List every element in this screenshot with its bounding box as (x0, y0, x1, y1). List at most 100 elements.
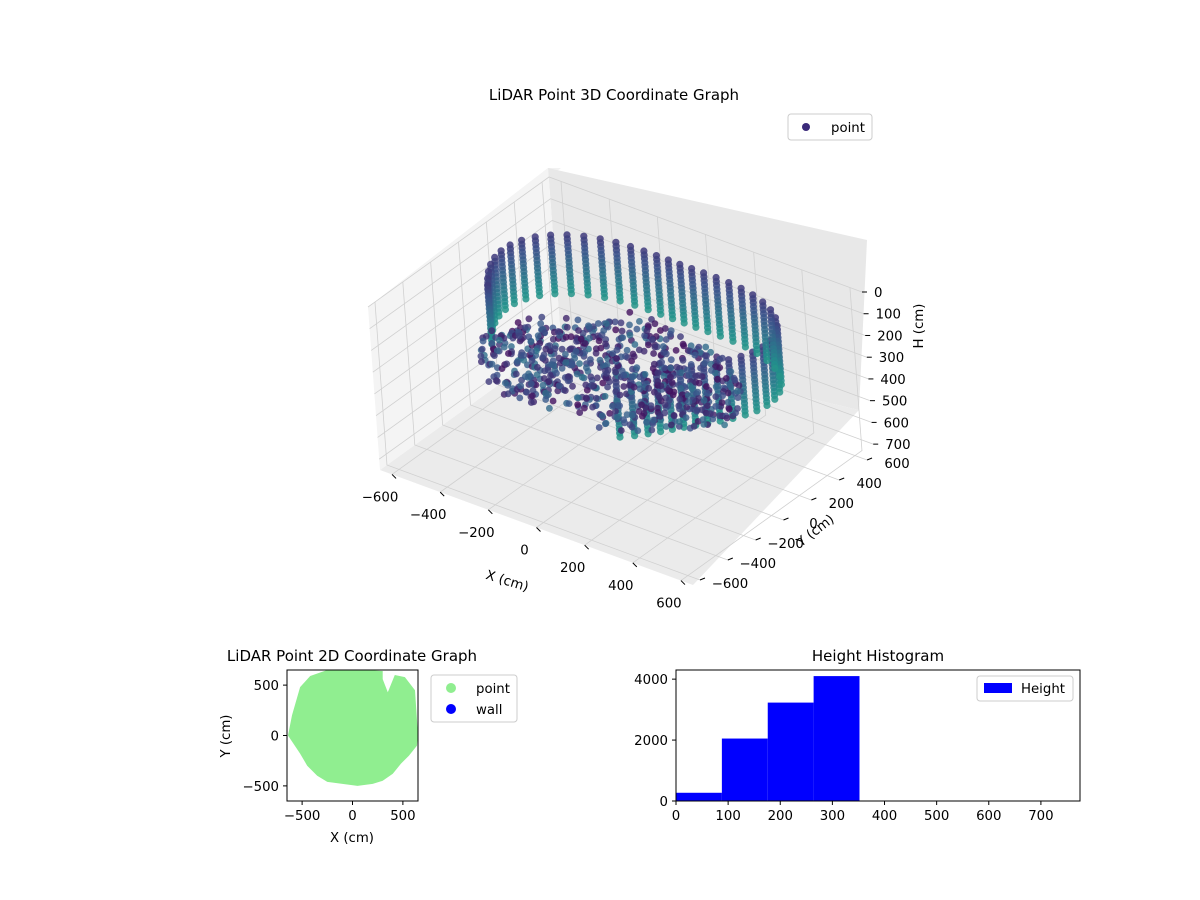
point-3d (534, 332, 542, 339)
point-3d (510, 300, 518, 308)
point-3d (512, 370, 520, 378)
point-3d (679, 356, 687, 364)
point-3d (528, 348, 535, 356)
y-tick-label-3d: −600 (712, 577, 749, 592)
legend-histogram-frame (976, 675, 1074, 702)
point-3d (776, 388, 784, 396)
point-3d (616, 297, 624, 305)
point-3d (529, 387, 537, 395)
legend-histogram-swatch (984, 683, 1012, 693)
point-3d (620, 383, 628, 390)
point-3d (508, 343, 515, 350)
point-3d (613, 413, 621, 421)
point-3d (576, 360, 583, 367)
point-3d (726, 405, 733, 413)
point-3d (569, 382, 576, 390)
x-tick-3d (487, 509, 493, 515)
point-3d (677, 333, 684, 340)
x-tick-label-histogram: 700 (1028, 809, 1053, 824)
x-tick-3d (391, 474, 397, 479)
point-3d (561, 387, 569, 394)
histogram-bars (676, 676, 860, 801)
point-3d (601, 293, 609, 302)
point-3d (616, 391, 624, 399)
histogram-bar (721, 738, 768, 801)
legend-histogram-label: Height (1021, 682, 1065, 697)
point-3d (582, 381, 590, 389)
point-3d (668, 379, 676, 386)
point-3d (694, 406, 701, 414)
point-3d (626, 331, 634, 339)
point-3d (578, 373, 586, 381)
y-tick-3d (755, 537, 761, 541)
point-3d (647, 402, 655, 410)
point-3d (527, 380, 535, 388)
point-3d (587, 373, 595, 381)
histogram-bar (676, 792, 722, 801)
z-tick-label-3d: 400 (880, 373, 905, 388)
point-3d (763, 357, 771, 365)
point-3d (478, 358, 485, 366)
x-tick-label-3d: −200 (458, 526, 495, 541)
point-3d (643, 418, 650, 426)
point-3d (488, 340, 496, 347)
point-3d (555, 382, 563, 390)
point-3d (547, 372, 554, 379)
point-3d (479, 337, 487, 345)
point-3d (521, 324, 529, 332)
point-3d (614, 402, 622, 409)
point-3d (514, 319, 522, 326)
point-3d (500, 343, 508, 351)
point-3d (542, 345, 550, 353)
chart-2d-title: LiDAR Point 2D Coordinate Graph (227, 647, 477, 665)
point-3d (617, 427, 625, 434)
x-tick-label-2d: 500 (390, 809, 415, 824)
point-3d (602, 320, 610, 327)
point-3d (517, 382, 525, 390)
x-tick-3d (632, 562, 638, 568)
point-3d (719, 392, 726, 400)
point-3d (650, 360, 658, 368)
point-3d (730, 374, 738, 382)
point-3d (635, 346, 643, 354)
y-tick-label-2d: 500 (254, 679, 279, 694)
y-tick-label-2d: −500 (242, 780, 279, 795)
point-3d (498, 365, 506, 372)
point-3d (676, 418, 683, 425)
legend-3d-label: point (831, 121, 865, 136)
point-3d (734, 387, 741, 395)
point-3d (612, 326, 620, 334)
point-3d (619, 334, 627, 341)
point-3d (636, 385, 644, 393)
point-3d (576, 409, 584, 416)
point-3d (538, 313, 546, 321)
point-3d (581, 340, 589, 347)
y-tick-label-histogram: 0 (660, 795, 668, 810)
point-3d (558, 364, 566, 372)
point-3d (521, 373, 529, 380)
point-3d (657, 428, 665, 436)
point-3d (676, 405, 683, 413)
point-3d (477, 352, 485, 360)
point-3d (609, 402, 616, 410)
x-tick-label-2d: −500 (284, 809, 321, 824)
y-tick-label-3d: −400 (740, 557, 777, 572)
point-3d (478, 345, 486, 353)
point-3d (581, 404, 588, 412)
point-3d (603, 370, 610, 377)
point-3d (583, 364, 590, 372)
ticks-3d: −600−400−2000200400600−600−400−200020040… (362, 286, 911, 612)
point-3d (648, 426, 656, 434)
point-3d (718, 399, 726, 406)
x-axis-label-2d: X (cm) (330, 831, 374, 846)
point-3d (588, 382, 596, 389)
point-3d (659, 343, 667, 350)
point-3d (656, 412, 664, 420)
point-3d (709, 415, 717, 423)
point-3d (651, 320, 659, 328)
point-3d (595, 424, 603, 431)
y-tick-label-3d: −200 (767, 537, 804, 552)
point-3d (651, 343, 659, 351)
z-tick-label-3d: 200 (877, 329, 902, 344)
y-tick-3d (839, 477, 845, 481)
